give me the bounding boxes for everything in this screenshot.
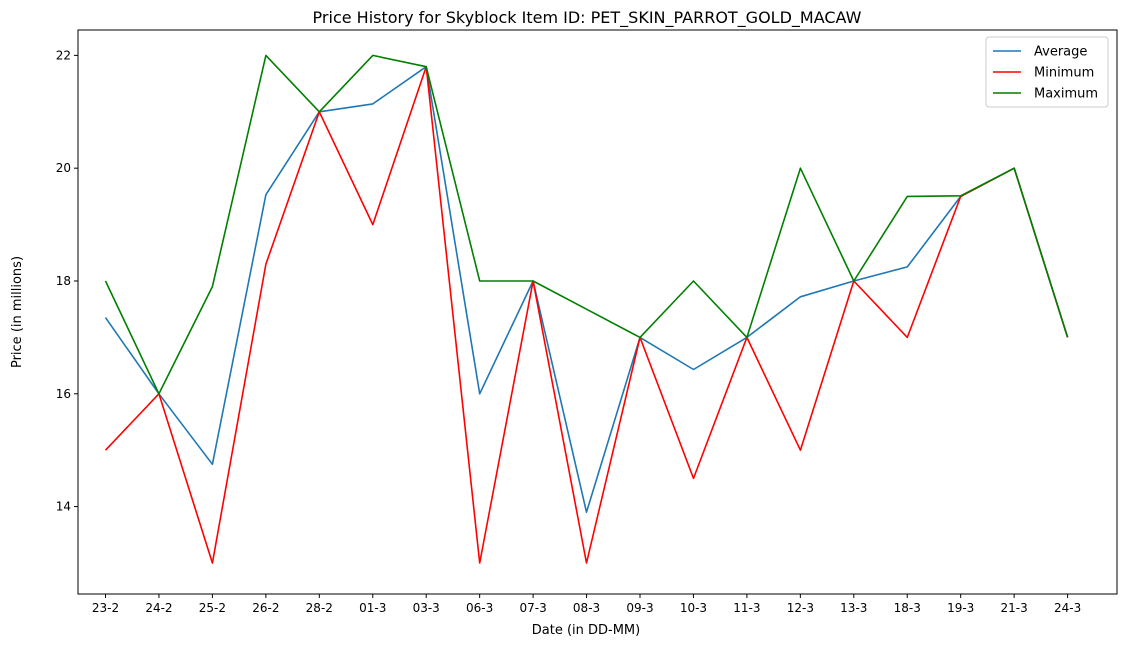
x-tick-label: 24-2: [145, 601, 172, 615]
y-tick-label: 14: [56, 500, 71, 514]
x-tick-label: 23-2: [92, 601, 119, 615]
x-tick-label: 19-3: [947, 601, 974, 615]
legend-box: [985, 36, 1109, 108]
chart-title: Price History for Skyblock Item ID: PET_…: [313, 8, 862, 28]
x-tick-label: 28-2: [306, 601, 333, 615]
y-tick-label: 20: [56, 161, 71, 175]
x-tick-label: 06-3: [466, 601, 493, 615]
x-tick-label: 26-2: [252, 601, 279, 615]
legend: Average Minimum Maximum: [985, 36, 1109, 108]
legend-label-maximum: Maximum: [1034, 87, 1098, 102]
x-tick-label: 08-3: [573, 601, 600, 615]
x-tick-label: 03-3: [413, 601, 440, 615]
x-tick-label: 25-2: [199, 601, 226, 615]
y-tick-label: 22: [56, 48, 71, 62]
y-axis-label: Price (in millions): [10, 256, 25, 368]
x-tick-label: 21-3: [1001, 601, 1028, 615]
x-tick-label: 01-3: [359, 601, 386, 615]
x-tick-label: 12-3: [787, 601, 814, 615]
series-line-maximum: [104, 54, 1069, 395]
plot-area-frame: [77, 29, 1118, 595]
x-tick-label: 13-3: [840, 601, 867, 615]
legend-label-average: Average: [1034, 45, 1087, 60]
series-line-minimum: [104, 65, 1069, 564]
x-tick-label: 07-3: [519, 601, 546, 615]
x-tick-label: 24-3: [1054, 601, 1081, 615]
legend-label-minimum: Minimum: [1034, 66, 1094, 81]
x-axis-label: Date (in DD-MM): [532, 623, 640, 638]
x-tick-label: 10-3: [680, 601, 707, 615]
y-tick-label: 18: [56, 274, 71, 288]
y-tick-label: 16: [56, 387, 71, 401]
x-tick-label: 09-3: [626, 601, 653, 615]
series-line-average: [104, 65, 1069, 514]
x-tick-label: 11-3: [733, 601, 760, 615]
x-tick-label: 18-3: [894, 601, 921, 615]
